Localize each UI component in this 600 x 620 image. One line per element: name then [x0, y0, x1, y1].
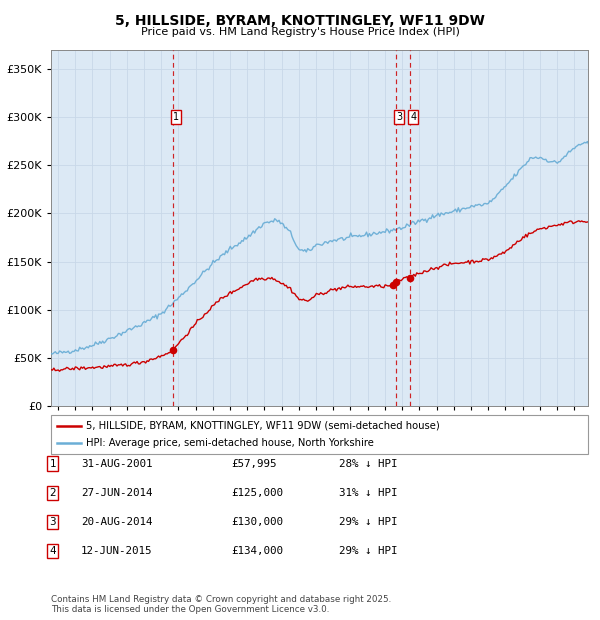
Text: 29% ↓ HPI: 29% ↓ HPI — [339, 517, 397, 527]
Text: £134,000: £134,000 — [231, 546, 283, 556]
Text: 31-AUG-2001: 31-AUG-2001 — [81, 459, 152, 469]
Text: 12-JUN-2015: 12-JUN-2015 — [81, 546, 152, 556]
Text: 1: 1 — [173, 112, 179, 122]
Text: 3: 3 — [396, 112, 403, 122]
Text: £125,000: £125,000 — [231, 488, 283, 498]
Text: 31% ↓ HPI: 31% ↓ HPI — [339, 488, 397, 498]
FancyBboxPatch shape — [51, 415, 588, 454]
Text: 27-JUN-2014: 27-JUN-2014 — [81, 488, 152, 498]
Text: 5, HILLSIDE, BYRAM, KNOTTINGLEY, WF11 9DW: 5, HILLSIDE, BYRAM, KNOTTINGLEY, WF11 9D… — [115, 14, 485, 28]
Text: 2: 2 — [49, 488, 56, 498]
Text: 5, HILLSIDE, BYRAM, KNOTTINGLEY, WF11 9DW (semi-detached house): 5, HILLSIDE, BYRAM, KNOTTINGLEY, WF11 9D… — [86, 421, 440, 431]
Text: 4: 4 — [49, 546, 56, 556]
Text: Price paid vs. HM Land Registry's House Price Index (HPI): Price paid vs. HM Land Registry's House … — [140, 27, 460, 37]
Text: 4: 4 — [410, 112, 416, 122]
Text: 1: 1 — [49, 459, 56, 469]
Text: Contains HM Land Registry data © Crown copyright and database right 2025.: Contains HM Land Registry data © Crown c… — [51, 595, 391, 604]
Text: 29% ↓ HPI: 29% ↓ HPI — [339, 546, 397, 556]
Text: 3: 3 — [49, 517, 56, 527]
Text: £57,995: £57,995 — [231, 459, 277, 469]
Text: 20-AUG-2014: 20-AUG-2014 — [81, 517, 152, 527]
Text: 28% ↓ HPI: 28% ↓ HPI — [339, 459, 397, 469]
Text: This data is licensed under the Open Government Licence v3.0.: This data is licensed under the Open Gov… — [51, 604, 329, 614]
Text: HPI: Average price, semi-detached house, North Yorkshire: HPI: Average price, semi-detached house,… — [86, 438, 374, 448]
Text: £130,000: £130,000 — [231, 517, 283, 527]
